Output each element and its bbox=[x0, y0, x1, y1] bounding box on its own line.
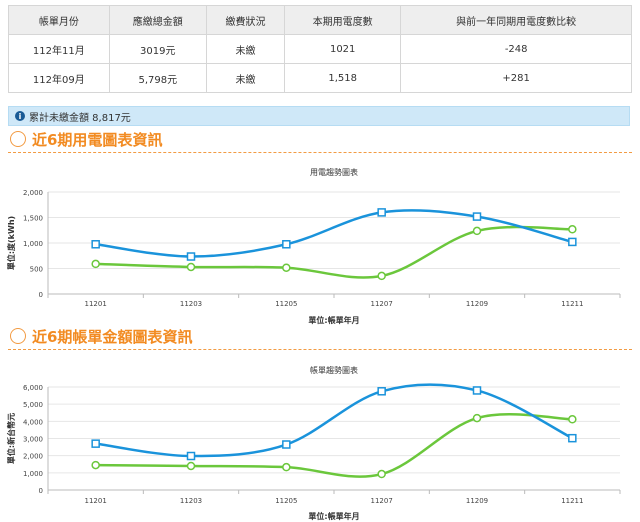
cell-payment-status: 未繳 bbox=[205, 63, 286, 93]
x-tick-label: 11203 bbox=[180, 300, 202, 308]
data-point bbox=[186, 461, 196, 471]
amount-trend-chart: 帳單趨勢圖表 0 1,000 2,000 3,000 4,000 5,000 6,000 112… bbox=[6, 365, 621, 521]
x-axis-title: 單位:帳單年月 bbox=[308, 315, 359, 325]
unpaid-notice-text: 累計未繳金額 8,817元 bbox=[29, 112, 131, 124]
cell-payment-status: 未繳 bbox=[205, 34, 286, 64]
x-tick-label: 11201 bbox=[85, 497, 107, 505]
cell-bill-month: 112年11月 bbox=[8, 34, 110, 64]
table-row: 112年09月 5,798元 未繳 1,518 +281 bbox=[8, 63, 632, 93]
data-point bbox=[91, 460, 100, 470]
data-point bbox=[282, 462, 291, 472]
x-tick-label: 11207 bbox=[371, 497, 393, 505]
x-axis-title: 單位:帳單年月 bbox=[308, 511, 359, 521]
data-point bbox=[91, 240, 100, 249]
col-bill-month: 帳單月份 bbox=[8, 5, 110, 35]
table-row: 112年11月 3019元 未繳 1021 -248 bbox=[8, 34, 632, 64]
data-point bbox=[568, 237, 577, 247]
y-tick-label: 3,000 bbox=[23, 436, 43, 444]
data-point bbox=[377, 387, 386, 396]
col-yoy-compare: 與前一年同期用電度數比較 bbox=[400, 5, 632, 35]
data-point bbox=[91, 439, 100, 448]
edit-icon bbox=[10, 131, 26, 147]
cell-usage: 1021 bbox=[284, 34, 402, 64]
x-tick-label: 11205 bbox=[275, 300, 297, 308]
info-icon: i bbox=[15, 111, 25, 121]
chart-title: 帳單趨勢圖表 bbox=[310, 365, 358, 375]
data-point bbox=[568, 415, 577, 424]
y-axis-title: 單位:新台幣元 bbox=[6, 413, 16, 464]
y-axis-title: 單位:度(kWh) bbox=[6, 216, 16, 270]
edit-icon bbox=[10, 328, 26, 344]
x-tick-label: 11203 bbox=[180, 497, 202, 505]
data-point bbox=[91, 259, 100, 269]
unpaid-notice: i 累計未繳金額 8,817元 bbox=[8, 106, 630, 126]
data-point bbox=[186, 262, 196, 272]
data-point bbox=[568, 225, 577, 234]
cell-usage: 1,518 bbox=[284, 63, 402, 93]
y-tick-label: 2,000 bbox=[23, 453, 43, 461]
data-point bbox=[377, 208, 386, 217]
y-tick-label: 6,000 bbox=[23, 384, 43, 392]
x-tick-label: 11201 bbox=[85, 300, 107, 308]
y-tick-label: 2,000 bbox=[23, 189, 43, 197]
y-tick-label: 1,000 bbox=[23, 240, 43, 248]
amount-section-header: 近6期帳單金額圖表資訊 bbox=[8, 325, 632, 350]
y-tick-label: 500 bbox=[30, 266, 43, 274]
y-tick-label: 5,000 bbox=[23, 401, 43, 409]
series-line bbox=[95, 225, 573, 279]
data-point bbox=[282, 240, 291, 249]
cell-amount-due: 5,798元 bbox=[108, 63, 207, 93]
series-line bbox=[95, 383, 573, 458]
y-tick-label: 1,000 bbox=[23, 470, 43, 478]
data-point bbox=[282, 440, 291, 449]
series-line bbox=[95, 413, 573, 478]
data-point bbox=[377, 271, 386, 281]
cell-amount-due: 3019元 bbox=[108, 34, 207, 64]
x-tick-label: 11211 bbox=[561, 497, 583, 505]
col-amount-due: 應繳總金額 bbox=[108, 5, 207, 35]
x-tick-label: 11209 bbox=[466, 300, 488, 308]
usage-section-header: 近6期用電圖表資訊 bbox=[8, 128, 632, 153]
series-line bbox=[95, 209, 573, 258]
x-tick-label: 11207 bbox=[371, 300, 393, 308]
y-tick-label: 4,000 bbox=[23, 418, 43, 426]
bill-table: 帳單月份 應繳總金額 繳費狀況 本期用電度數 與前一年同期用電度數比較 112年… bbox=[8, 5, 632, 93]
usage-trend-chart: 用電趨勢圖表 0 500 1,000 1,500 2,000 11201 11203 11205… bbox=[6, 167, 621, 325]
data-point bbox=[472, 212, 482, 221]
x-tick-label: 11209 bbox=[466, 497, 488, 505]
y-tick-label: 0 bbox=[39, 487, 43, 495]
data-point bbox=[472, 413, 482, 423]
chart-title: 用電趨勢圖表 bbox=[310, 167, 358, 177]
amount-section-title: 近6期帳單金額圖表資訊 bbox=[32, 328, 193, 346]
data-point bbox=[377, 469, 386, 479]
x-tick-label: 11205 bbox=[275, 497, 297, 505]
data-point bbox=[186, 252, 196, 261]
table-header-row: 帳單月份 應繳總金額 繳費狀況 本期用電度數 與前一年同期用電度數比較 bbox=[8, 5, 632, 35]
data-point bbox=[186, 451, 196, 461]
col-payment-status: 繳費狀況 bbox=[205, 5, 286, 35]
data-point bbox=[472, 386, 482, 395]
cell-yoy-compare: -248 bbox=[400, 34, 632, 64]
x-tick-label: 11211 bbox=[561, 300, 583, 308]
data-point bbox=[282, 263, 291, 272]
cell-yoy-compare: +281 bbox=[400, 63, 632, 93]
cell-bill-month: 112年09月 bbox=[8, 63, 110, 93]
col-usage: 本期用電度數 bbox=[284, 5, 402, 35]
usage-section-title: 近6期用電圖表資訊 bbox=[32, 131, 163, 149]
data-point bbox=[472, 226, 482, 236]
y-tick-label: 0 bbox=[39, 291, 43, 299]
y-tick-label: 1,500 bbox=[23, 215, 43, 223]
data-point bbox=[568, 433, 577, 443]
